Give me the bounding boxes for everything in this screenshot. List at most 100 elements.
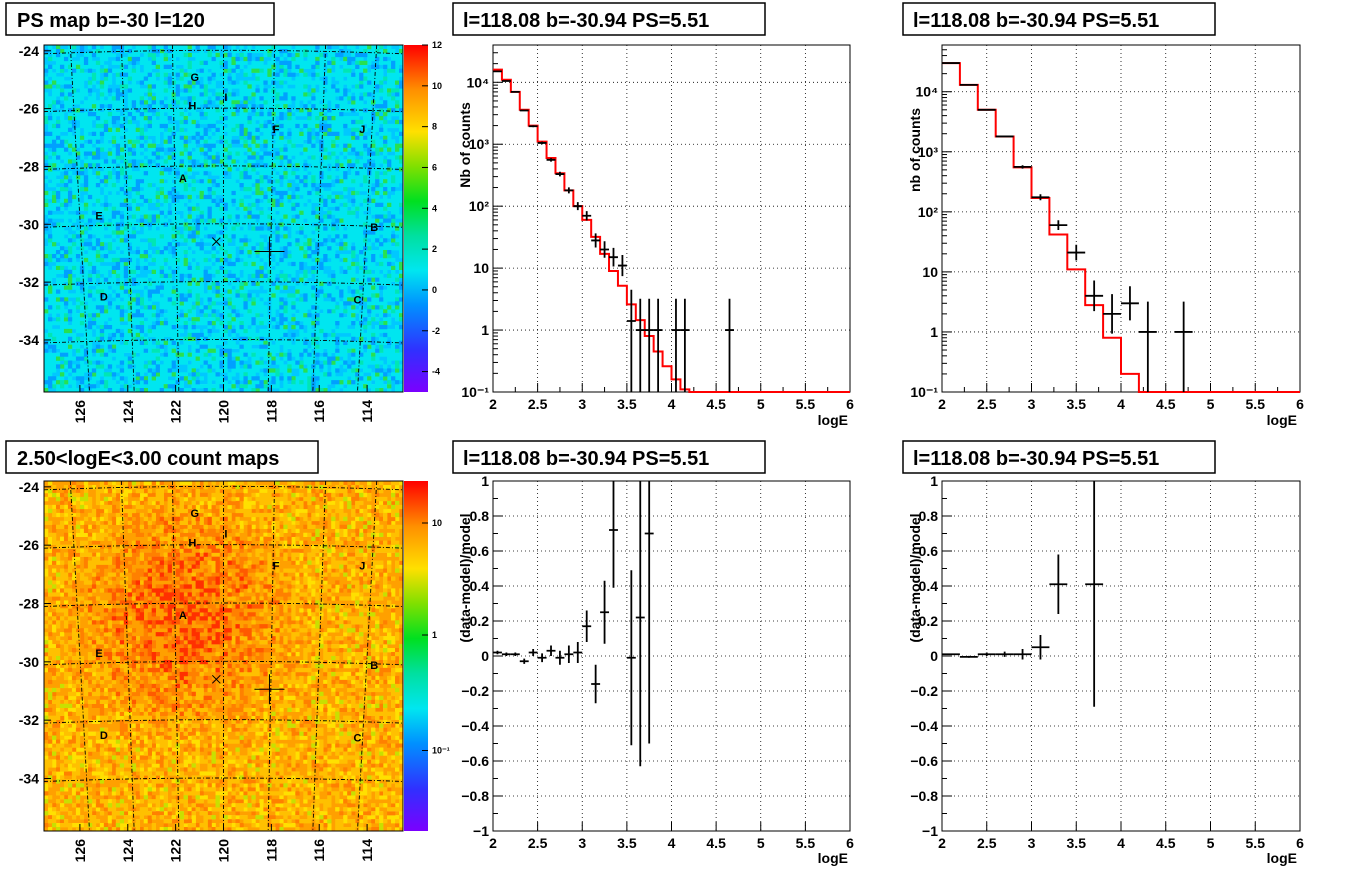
x-tick-label: 124 bbox=[120, 400, 136, 424]
y-tick-label: 10⁴ bbox=[916, 84, 939, 100]
colorbar-tick-label: 10⁻¹ bbox=[432, 746, 450, 756]
y-tick-label: 10² bbox=[469, 198, 490, 214]
latitude-line bbox=[43, 660, 404, 666]
latitude-line bbox=[43, 777, 404, 782]
y-tick-label: 10⁻¹ bbox=[910, 384, 938, 400]
source-label-H: H bbox=[188, 101, 196, 113]
longitude-line bbox=[267, 480, 276, 832]
x-tick-label: 114 bbox=[359, 839, 375, 862]
latitude-line bbox=[43, 281, 404, 286]
x-tick-label: 2 bbox=[489, 835, 497, 851]
latitude-line bbox=[43, 339, 404, 344]
y-tick-label: -24 bbox=[19, 479, 39, 495]
latitude-line bbox=[43, 485, 404, 491]
colorbar-tick-label: 10 bbox=[432, 518, 442, 528]
data-point bbox=[519, 109, 529, 112]
data-point bbox=[546, 158, 556, 162]
count-map-colorbar-ticks: 10 1 10⁻¹ bbox=[422, 518, 450, 756]
y-tick-label: -30 bbox=[19, 654, 39, 670]
y-tick-label: -32 bbox=[19, 712, 39, 728]
map-pixels bbox=[111, 544, 252, 689]
source-label-A: A bbox=[179, 173, 187, 185]
source-label-H: H bbox=[188, 537, 196, 549]
ps-map-colorbar-ticks: 12 10 8 6 4 2 0 -2 -4 bbox=[422, 40, 442, 377]
x-tick-label: 2.5 bbox=[977, 396, 997, 412]
x-tick-label: 3.5 bbox=[617, 396, 637, 412]
map-pixels bbox=[87, 516, 280, 716]
x-tick-label: 2.5 bbox=[977, 835, 997, 851]
y-tick-label: -26 bbox=[19, 101, 39, 117]
x-tick-label: 4 bbox=[668, 396, 676, 412]
y-tick-label: 0.8 bbox=[470, 508, 490, 524]
latitude-line bbox=[43, 719, 404, 724]
x-tick-label: 4 bbox=[668, 835, 676, 851]
count-map-heatmap bbox=[44, 481, 404, 832]
colorbar-tick-label: 0 bbox=[432, 285, 437, 295]
y-tick-label: 0.4 bbox=[919, 578, 939, 594]
data-point bbox=[493, 70, 502, 73]
residual-point bbox=[995, 651, 1014, 657]
colorbar-tick-label: 1 bbox=[432, 630, 437, 640]
data-point bbox=[555, 171, 565, 177]
x-tick-label: 116 bbox=[311, 839, 327, 862]
source-label-J: J bbox=[359, 561, 365, 573]
x-tick-label: 3 bbox=[1028, 396, 1036, 412]
residual-point bbox=[519, 658, 529, 664]
x-tick-label: 4 bbox=[1117, 396, 1125, 412]
y-tick-label: −0.8 bbox=[910, 788, 938, 804]
source-label-C: C bbox=[354, 733, 362, 745]
y-tick-label: -30 bbox=[19, 216, 39, 232]
data-point bbox=[995, 135, 1014, 138]
latitude-line bbox=[43, 544, 404, 549]
x-tick-label: 122 bbox=[168, 400, 184, 424]
data-point bbox=[564, 187, 574, 194]
residual-point bbox=[644, 481, 654, 744]
data-point bbox=[1138, 301, 1157, 392]
latitude-line bbox=[43, 165, 404, 170]
spectrum-right-plot: 2 2.5 3 3.5 4 4.5 5 5.5 6 10⁻¹ 1 10 10² 10³ 10⁴ bbox=[910, 44, 1304, 412]
spec-right-title: l=118.08 b=-30.94 PS=5.51 bbox=[913, 10, 1159, 32]
y-tick-label: 0.6 bbox=[919, 543, 939, 559]
latitude-line bbox=[43, 49, 404, 55]
colorbar-tick-label: 12 bbox=[432, 40, 442, 50]
residual-point bbox=[493, 650, 502, 655]
y-tick-label: 1 bbox=[930, 324, 938, 340]
source-label-J: J bbox=[359, 124, 365, 136]
resid-right-title-box: l=118.08 b=-30.94 PS=5.51 bbox=[902, 440, 1216, 474]
y-tick-label: 10⁴ bbox=[467, 74, 490, 90]
x-tick-label: 2 bbox=[489, 396, 497, 412]
y-tick-label: −0.4 bbox=[910, 718, 938, 734]
colorbar-tick-label: -4 bbox=[432, 367, 440, 377]
x-tick-label: 120 bbox=[216, 400, 232, 424]
count-map-colorbar bbox=[404, 481, 428, 831]
colorbar-tick-label: 10 bbox=[432, 81, 442, 91]
ps-map-labels: -24 -26 -28 -30 -32 -34 126 124 122 120 118 116 114 G… bbox=[19, 43, 379, 424]
residual-point bbox=[1085, 481, 1104, 707]
x-tick-label: 4 bbox=[1117, 835, 1125, 851]
x-tick-label: 114 bbox=[359, 400, 375, 423]
y-tick-label: -28 bbox=[19, 158, 39, 174]
y-tick-label: -34 bbox=[19, 332, 39, 348]
resid-right-ylabel: (data-model)/model bbox=[907, 513, 923, 642]
plot-frame bbox=[941, 44, 1301, 393]
data-point bbox=[1049, 220, 1068, 231]
plot-frame bbox=[941, 480, 1301, 832]
residual-point bbox=[977, 652, 996, 656]
latitude-line bbox=[43, 602, 404, 607]
y-tick-label: −0.6 bbox=[910, 753, 938, 769]
source-label-I: I bbox=[224, 92, 227, 104]
data-point bbox=[600, 241, 610, 258]
x-tick-label: 124 bbox=[120, 839, 136, 863]
data-point bbox=[582, 211, 592, 221]
data-point bbox=[573, 202, 583, 211]
x-tick-label: 6 bbox=[846, 396, 854, 412]
source-label-C: C bbox=[354, 294, 362, 306]
residual-point bbox=[501, 652, 511, 656]
source-label-E: E bbox=[95, 648, 102, 660]
x-tick-label: 118 bbox=[263, 839, 279, 862]
residual-point bbox=[942, 653, 960, 656]
y-tick-label: 10 bbox=[473, 260, 489, 276]
residual-point bbox=[600, 580, 610, 644]
colorbar-tick-label: 6 bbox=[432, 162, 437, 172]
